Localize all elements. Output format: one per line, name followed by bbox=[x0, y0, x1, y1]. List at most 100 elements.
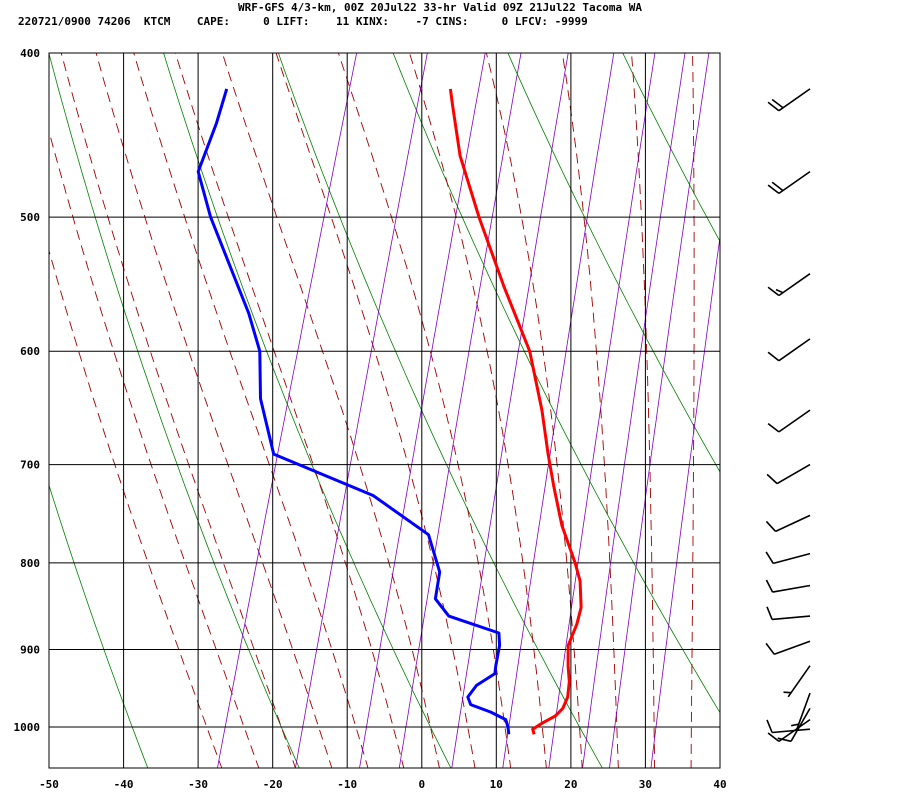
wind-barb bbox=[766, 719, 811, 734]
moist-adiabat bbox=[728, 15, 748, 770]
temperature-tick-label: 20 bbox=[564, 778, 577, 791]
wind-barb-tick bbox=[767, 351, 780, 362]
wind-barb-staff bbox=[773, 552, 811, 565]
temperature-tick-label: 30 bbox=[639, 778, 652, 791]
mixing-ratio-line bbox=[548, 53, 656, 768]
stat-cape-value: 0 bbox=[263, 15, 270, 28]
stat-kinx-value: -7 bbox=[415, 15, 429, 28]
wind-barb-tick bbox=[767, 732, 780, 743]
wind-barb-staff bbox=[790, 707, 811, 742]
wind-barb-tick bbox=[791, 723, 799, 727]
stat-cins-label: CINS: bbox=[435, 15, 469, 28]
pressure-tick-label: 500 bbox=[20, 211, 40, 224]
wind-barb-tick bbox=[766, 606, 773, 620]
wind-barb bbox=[765, 579, 811, 593]
stat-cins-value: 0 bbox=[501, 15, 509, 28]
pressure-tick-labels: 400 500 600 700 800 900 1000 bbox=[14, 47, 41, 734]
wind-barb bbox=[777, 707, 811, 743]
grid-lines bbox=[48, 52, 721, 768]
wind-barb bbox=[791, 692, 811, 730]
wind-barb bbox=[765, 640, 811, 656]
moist-adiabat bbox=[221, 53, 440, 768]
wind-barb-tick bbox=[775, 288, 784, 294]
dry-adiabat bbox=[718, 15, 900, 770]
wind-barb-staff bbox=[778, 88, 811, 112]
wind-barb-tick bbox=[765, 642, 775, 655]
stat-kinx-label: KINX: bbox=[355, 15, 389, 28]
mixing-ratio-line bbox=[451, 53, 569, 768]
pressure-tick-label: 900 bbox=[20, 644, 40, 657]
stat-lfcv-value: -9999 bbox=[554, 15, 588, 28]
wind-barb bbox=[765, 551, 811, 565]
pressure-tick-label: 700 bbox=[20, 459, 40, 472]
dry-adiabat bbox=[392, 53, 720, 714]
wind-barb bbox=[767, 170, 811, 195]
wind-barb-tick bbox=[783, 691, 792, 694]
mixing-ratio-line bbox=[502, 53, 615, 768]
wind-barb bbox=[765, 514, 811, 533]
header: WRF-GFS 4/3-km, 00Z 20Jul22 33-hr Valid … bbox=[0, 0, 900, 34]
mixing-ratio-line bbox=[650, 233, 720, 768]
pressure-tick-label: 1000 bbox=[14, 721, 41, 734]
stat-lift-label: LIFT: bbox=[276, 15, 310, 28]
wind-barb bbox=[766, 463, 811, 485]
dry-adiabat bbox=[831, 15, 900, 770]
background-lines bbox=[49, 15, 900, 770]
temperature-profile bbox=[448, 88, 583, 735]
wind-barb bbox=[767, 88, 811, 112]
dewpoint-profile bbox=[196, 88, 511, 735]
mixing-ratio-line bbox=[217, 53, 358, 768]
dry-adiabat bbox=[277, 53, 603, 768]
wind-barb-tick bbox=[771, 98, 784, 109]
wind-barb-staff bbox=[787, 665, 811, 698]
station-id: 220721/0900 74206 KTCM bbox=[18, 15, 171, 28]
wind-barb-tick bbox=[766, 473, 778, 485]
temperature-tick-label: -20 bbox=[263, 778, 283, 791]
wind-barb bbox=[767, 273, 811, 297]
moist-adiabat bbox=[275, 53, 476, 768]
wind-barb-tick bbox=[771, 181, 784, 192]
wind-barb-tick bbox=[767, 184, 780, 195]
mixing-ratio-line bbox=[398, 53, 522, 768]
dry-adiabat bbox=[507, 53, 720, 473]
chart-title: WRF-GFS 4/3-km, 00Z 20Jul22 33-hr Valid … bbox=[238, 1, 642, 14]
wind-barb bbox=[766, 606, 811, 621]
wind-barb-staff bbox=[796, 692, 811, 730]
temperature-tick-label: 10 bbox=[490, 778, 503, 791]
mixing-ratio-line bbox=[359, 53, 486, 768]
wind-barb-tick bbox=[767, 286, 780, 297]
moist-adiabat bbox=[49, 130, 260, 768]
moist-adiabat bbox=[409, 53, 547, 768]
stats-line: 220721/0900 74206 KTCM CAPE: 0 LIFT: 11 … bbox=[18, 15, 588, 28]
dry-adiabat bbox=[163, 53, 452, 768]
moist-adiabat bbox=[561, 53, 619, 768]
wind-barb-tick bbox=[765, 579, 774, 593]
stat-cape-label: CAPE: bbox=[196, 15, 230, 28]
moist-adiabat bbox=[690, 53, 695, 768]
wind-barb-tick bbox=[777, 737, 792, 743]
wind-barbs bbox=[765, 88, 811, 743]
dry-adiabat bbox=[622, 53, 720, 243]
wind-barb-tick bbox=[765, 520, 777, 532]
wind-barb bbox=[767, 409, 811, 433]
wind-barb bbox=[767, 338, 811, 362]
wind-barb-staff bbox=[778, 170, 811, 195]
wind-barb-staff bbox=[778, 338, 811, 362]
dry-adiabat bbox=[49, 484, 149, 768]
wind-barb-staff bbox=[772, 615, 811, 621]
profile-lines bbox=[196, 88, 583, 735]
plot-frame bbox=[48, 52, 721, 769]
temperature-tick-label: -40 bbox=[114, 778, 134, 791]
wind-barb bbox=[783, 665, 811, 698]
moist-adiabat bbox=[174, 53, 405, 768]
wind-barb-tick bbox=[766, 719, 773, 733]
temperature-tick-label: -10 bbox=[337, 778, 357, 791]
moist-adiabat bbox=[133, 53, 369, 768]
moist-adiabat bbox=[337, 53, 512, 768]
pressure-tick-label: 800 bbox=[20, 557, 40, 570]
pressure-tick-label: 400 bbox=[20, 47, 40, 60]
wind-barb-staff bbox=[774, 640, 811, 656]
dry-adiabat bbox=[49, 53, 300, 768]
wind-barb-staff bbox=[778, 409, 811, 433]
wind-barb-staff bbox=[772, 728, 811, 734]
